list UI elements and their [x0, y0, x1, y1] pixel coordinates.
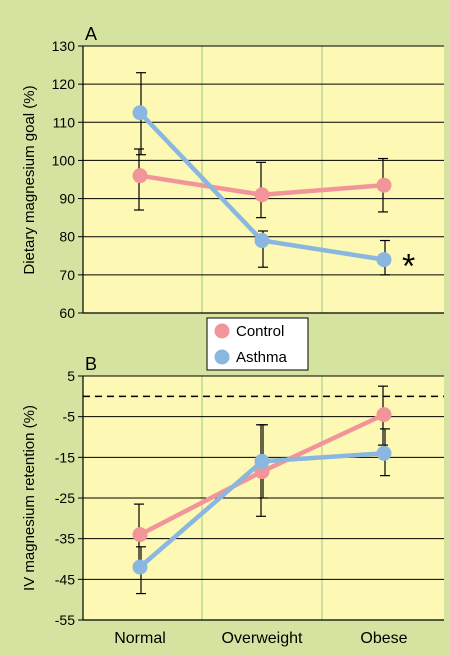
y-tick-label: -25	[55, 490, 75, 506]
data-point-control	[376, 177, 392, 193]
y-tick-label: -5	[63, 409, 76, 425]
y-tick-label: -55	[55, 612, 75, 628]
y-axis-title: Dietary magnesium goal (%)	[21, 85, 38, 274]
y-tick-label: 70	[59, 267, 75, 283]
panel-letter-b: B	[85, 354, 97, 374]
y-tick-label: 60	[59, 305, 75, 321]
legend-marker-control	[214, 323, 230, 339]
y-tick-label: -35	[55, 531, 75, 547]
x-axis-labels: Normal Overweight Obese	[114, 630, 407, 647]
y-tick-label: 130	[52, 38, 76, 54]
data-point-control	[132, 527, 148, 543]
data-point-asthma	[376, 445, 392, 461]
y-tick-label: 110	[53, 114, 76, 130]
y-tick-label: -45	[55, 571, 75, 587]
y-tick-label: 80	[59, 229, 75, 245]
data-point-control	[132, 168, 148, 184]
panel-letter-a: A	[85, 24, 97, 44]
panel-a-chart: 60 70 80 90 100 110 120 130 A Dietary magnesium g…	[21, 24, 444, 321]
x-tick-label: Overweight	[222, 630, 303, 647]
data-point-asthma	[254, 453, 270, 469]
data-point-control	[376, 407, 392, 423]
data-point-asthma	[254, 233, 270, 249]
legend-marker-asthma	[214, 349, 230, 365]
legend-label-asthma: Asthma	[236, 349, 288, 366]
data-point-control	[254, 187, 270, 203]
data-point-asthma	[132, 105, 148, 121]
y-tick-label: 5	[67, 368, 75, 384]
x-tick-label: Obese	[360, 630, 407, 647]
x-tick-label: Normal	[114, 630, 166, 647]
y-tick-label: 120	[52, 76, 76, 92]
y-tick-label: 90	[59, 191, 75, 207]
y-tick-label: 100	[52, 152, 76, 168]
y-axis-title: IV magnesium retention (%)	[21, 405, 38, 591]
data-point-asthma	[376, 252, 392, 268]
legend: Control Asthma	[206, 317, 309, 371]
data-point-asthma	[132, 559, 148, 575]
legend-label-control: Control	[236, 323, 284, 340]
y-tick-label: -15	[55, 449, 75, 465]
significance-asterisk: *	[402, 248, 415, 286]
